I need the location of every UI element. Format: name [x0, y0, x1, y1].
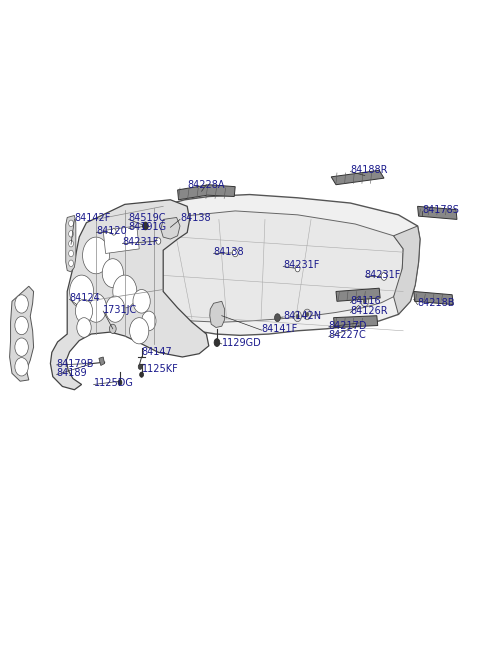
Circle shape — [106, 296, 125, 322]
Text: 1125KF: 1125KF — [142, 364, 179, 374]
Polygon shape — [148, 211, 403, 322]
Polygon shape — [103, 226, 139, 253]
Polygon shape — [130, 195, 420, 335]
Circle shape — [138, 364, 142, 369]
Text: 84519C: 84519C — [129, 213, 166, 223]
Circle shape — [118, 380, 122, 385]
Circle shape — [69, 231, 73, 237]
Circle shape — [83, 237, 109, 274]
Polygon shape — [414, 291, 453, 305]
Circle shape — [361, 296, 369, 307]
Circle shape — [295, 265, 300, 272]
Polygon shape — [336, 288, 380, 301]
Polygon shape — [210, 301, 225, 328]
Circle shape — [142, 311, 156, 331]
Polygon shape — [133, 213, 170, 237]
Text: 84231F: 84231F — [283, 260, 320, 271]
Circle shape — [85, 293, 107, 322]
Circle shape — [232, 249, 238, 257]
Circle shape — [130, 318, 149, 344]
Text: 84126R: 84126R — [350, 306, 388, 316]
Polygon shape — [334, 316, 378, 328]
Text: 1129GD: 1129GD — [222, 337, 262, 348]
Text: 1731JC: 1731JC — [103, 305, 137, 315]
Circle shape — [77, 318, 91, 337]
Circle shape — [303, 309, 311, 320]
Circle shape — [15, 358, 28, 376]
Polygon shape — [130, 236, 153, 298]
Circle shape — [75, 299, 93, 323]
Circle shape — [275, 314, 280, 322]
Text: 1125DG: 1125DG — [94, 378, 133, 388]
Text: 84189: 84189 — [57, 368, 87, 379]
Circle shape — [133, 290, 150, 313]
Circle shape — [69, 260, 73, 267]
Text: 84228A: 84228A — [188, 179, 225, 190]
Circle shape — [15, 338, 28, 356]
Text: 84227C: 84227C — [329, 330, 367, 341]
Text: 84231F: 84231F — [365, 270, 401, 280]
Polygon shape — [331, 170, 384, 185]
Circle shape — [69, 220, 73, 227]
Polygon shape — [394, 226, 420, 314]
Text: 84217D: 84217D — [329, 320, 367, 331]
Circle shape — [296, 314, 299, 318]
Circle shape — [214, 339, 220, 346]
Circle shape — [102, 259, 123, 288]
Polygon shape — [50, 200, 209, 390]
Polygon shape — [99, 357, 105, 365]
Text: 84191G: 84191G — [129, 222, 167, 233]
Text: 84218B: 84218B — [418, 298, 455, 309]
Circle shape — [69, 240, 73, 247]
Text: 84120: 84120 — [96, 225, 127, 236]
Circle shape — [70, 275, 94, 308]
Text: 84138: 84138 — [180, 213, 211, 223]
Text: 84142F: 84142F — [74, 213, 111, 223]
Text: 84231F: 84231F — [122, 237, 159, 248]
Text: 84178S: 84178S — [422, 204, 459, 215]
Circle shape — [143, 222, 148, 230]
Text: 84138: 84138 — [214, 247, 244, 257]
Circle shape — [111, 229, 116, 235]
Circle shape — [113, 275, 137, 308]
Circle shape — [69, 250, 73, 257]
Polygon shape — [178, 185, 235, 200]
Circle shape — [15, 295, 28, 313]
Circle shape — [109, 324, 116, 333]
Circle shape — [381, 272, 387, 280]
Polygon shape — [66, 215, 76, 272]
Circle shape — [306, 312, 309, 316]
Circle shape — [140, 372, 144, 377]
Text: 84147: 84147 — [142, 347, 172, 358]
Circle shape — [363, 299, 366, 303]
Circle shape — [15, 316, 28, 335]
Text: 84179B: 84179B — [57, 358, 94, 369]
Text: 84142N: 84142N — [283, 310, 321, 321]
Circle shape — [294, 311, 301, 322]
Text: 84124: 84124 — [70, 293, 100, 303]
Polygon shape — [10, 286, 34, 381]
Text: 84188R: 84188R — [350, 165, 388, 176]
Text: 84116: 84116 — [350, 296, 381, 307]
Text: 84141F: 84141F — [262, 324, 298, 334]
Polygon shape — [418, 206, 457, 219]
Polygon shape — [161, 217, 180, 239]
Circle shape — [156, 238, 161, 244]
